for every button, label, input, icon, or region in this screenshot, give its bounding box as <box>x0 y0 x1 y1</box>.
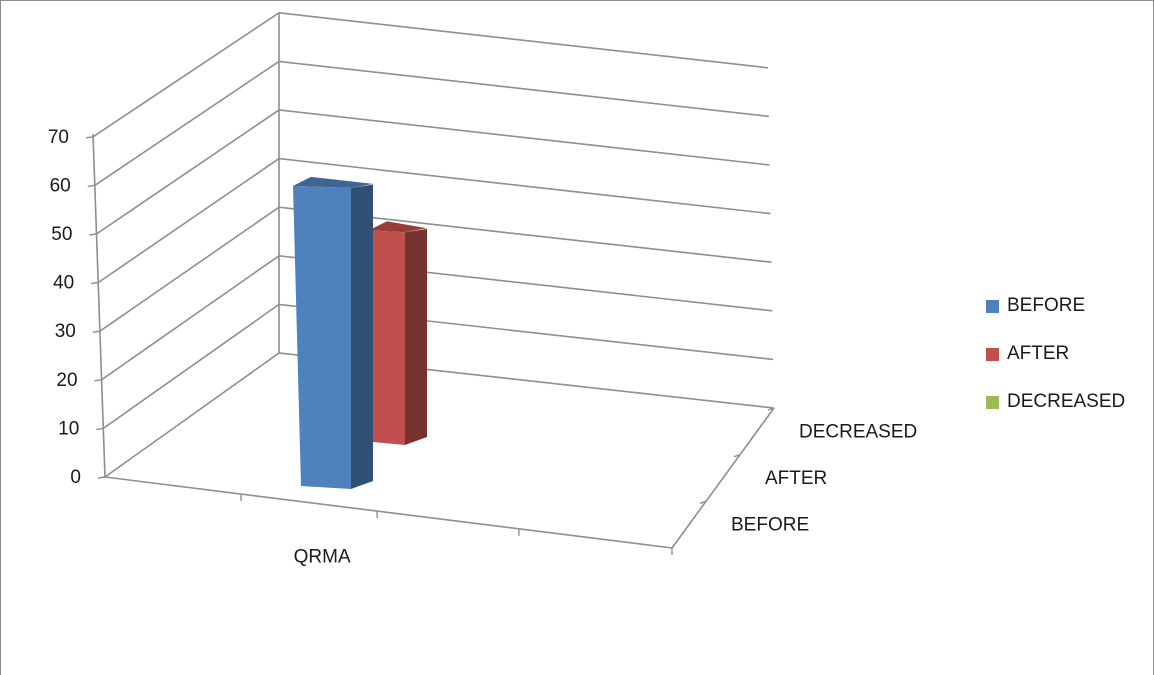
gridlines <box>92 11 774 430</box>
gridline <box>99 206 772 332</box>
legend-item: AFTER <box>986 330 1125 378</box>
bar-front <box>369 230 405 445</box>
y-tick-label: 40 <box>53 273 74 294</box>
y-tick <box>94 379 102 382</box>
legend-item: DECREASED <box>986 378 1125 426</box>
bars <box>293 176 427 489</box>
y-tick <box>87 184 95 188</box>
x-axis-line <box>104 476 673 549</box>
depth-tick <box>733 454 741 458</box>
gridline <box>102 303 774 430</box>
depth-tick <box>699 500 707 504</box>
bar-front <box>293 185 351 489</box>
y-tick <box>85 136 94 139</box>
y-tick-labels: 0 10 20 30 40 50 60 70 <box>48 127 81 488</box>
bar-side <box>351 184 373 489</box>
legend: BEFORE AFTER DECREASED <box>986 282 1125 426</box>
y-tick <box>92 330 100 333</box>
y-tick <box>97 476 106 479</box>
gridline <box>101 254 773 381</box>
bar-before <box>293 176 373 489</box>
y-tick-label: 60 <box>50 175 71 196</box>
x-category-label: QRMA <box>294 547 351 568</box>
depth-tick <box>767 407 775 411</box>
legend-swatch <box>986 395 999 409</box>
y-tick-label: 20 <box>56 370 77 391</box>
bar-top <box>293 176 373 188</box>
y-axis-line <box>92 133 106 478</box>
y-tick-label: 30 <box>55 321 76 342</box>
bar-side <box>405 229 427 445</box>
y-tick <box>89 233 97 236</box>
y-tick-label: 0 <box>70 467 81 488</box>
bar-top <box>369 221 427 233</box>
depth-label: DECREASED <box>799 421 917 442</box>
depth-label: AFTER <box>765 468 827 489</box>
legend-swatch <box>986 347 999 361</box>
axes <box>85 12 775 555</box>
depth-labels: BEFORE AFTER DECREASED <box>731 421 917 535</box>
legend-label: AFTER <box>1007 343 1070 364</box>
floor-back-edges <box>104 352 775 478</box>
y-tick <box>96 427 104 431</box>
y-tick-label: 10 <box>58 418 79 439</box>
x-labels: QRMA <box>294 547 351 568</box>
legend-label: BEFORE <box>1007 295 1086 316</box>
legend-swatch <box>986 299 999 313</box>
legend-item: BEFORE <box>986 282 1125 330</box>
depth-label: BEFORE <box>731 515 809 536</box>
gridline <box>97 157 771 284</box>
y-tick <box>91 281 99 285</box>
depth-axis-line <box>671 407 775 549</box>
legend-label: DECREASED <box>1007 391 1126 412</box>
bar-after <box>369 221 427 445</box>
y-tick-label: 50 <box>51 224 72 245</box>
y-tick-label: 70 <box>48 127 69 148</box>
